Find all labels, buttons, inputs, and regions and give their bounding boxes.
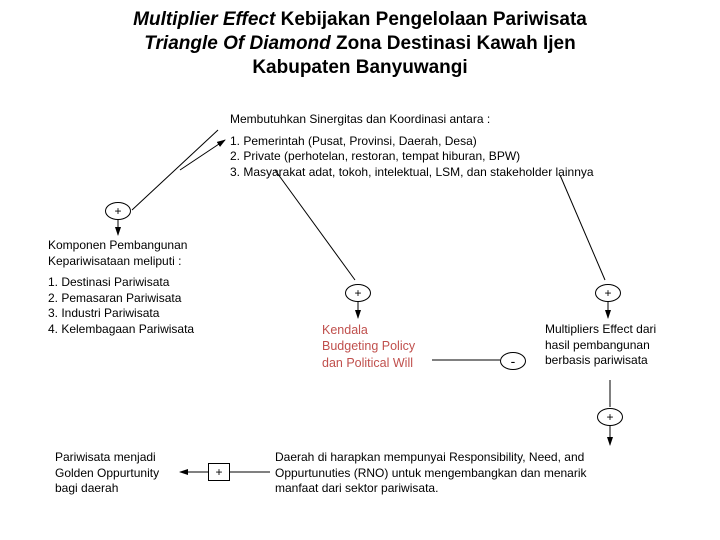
minus-symbol: - (511, 353, 516, 369)
title-em-1: Multiplier Effect (133, 9, 275, 30)
kendala-line-2: Budgeting Policy (322, 338, 472, 354)
diagram-title: Multiplier Effect Kebijakan Pengelolaan … (0, 0, 720, 79)
komponen-item-1: 1. Destinasi Pariwisata (48, 275, 218, 291)
node-plus-right: + (595, 284, 621, 302)
node-plus-bottom-right: + (597, 408, 623, 426)
sinergitas-item-2: 2. Private (perhotelan, restoran, tempat… (230, 149, 690, 165)
kendala-line-3: dan Political Will (322, 355, 472, 371)
daerah-block: Daerah di harapkan mempunyai Responsibil… (275, 450, 675, 497)
kendala-block: Kendala Budgeting Policy dan Political W… (322, 322, 472, 371)
komponen-item-4: 4. Kelembagaan Pariwisata (48, 322, 218, 338)
komponen-header: Komponen Pembangunan Kepariwisataan meli… (48, 238, 218, 269)
golden-line-1: Pariwisata menjadi (55, 450, 205, 466)
golden-line-3: bagi daerah (55, 481, 205, 497)
daerah-line-2: Oppurtunuties (RNO) untuk mengembangkan … (275, 466, 675, 482)
plus-symbol: + (606, 410, 613, 424)
node-plus-komponen: + (105, 202, 131, 220)
node-minus: - (500, 352, 526, 370)
multipliers-line-2: hasil pembangunan (545, 338, 705, 354)
title-rest-2: Zona Destinasi Kawah Ijen (331, 33, 576, 54)
sinergitas-item-1: 1. Pemerintah (Pusat, Provinsi, Daerah, … (230, 134, 690, 150)
node-plus-center: + (345, 284, 371, 302)
komponen-item-2: 2. Pemasaran Pariwisata (48, 291, 218, 307)
daerah-line-3: manfaat dari sektor pariwisata. (275, 481, 675, 497)
plus-symbol: + (114, 204, 121, 218)
sinergitas-header: Membutuhkan Sinergitas dan Koordinasi an… (230, 112, 690, 128)
multipliers-block: Multipliers Effect dari hasil pembanguna… (545, 322, 705, 369)
golden-block: Pariwisata menjadi Golden Oppurtunity ba… (55, 450, 205, 497)
plus-symbol: + (215, 465, 222, 479)
sinergitas-block: Membutuhkan Sinergitas dan Koordinasi an… (230, 112, 690, 180)
plus-symbol: + (354, 286, 361, 300)
komponen-block: Komponen Pembangunan Kepariwisataan meli… (48, 238, 218, 338)
node-plus-rect: + (208, 463, 230, 481)
title-line-3: Kabupaten Banyuwangi (252, 57, 467, 78)
daerah-line-1: Daerah di harapkan mempunyai Responsibil… (275, 450, 675, 466)
multipliers-line-1: Multipliers Effect dari (545, 322, 705, 338)
sinergitas-item-3: 3. Masyarakat adat, tokoh, intelektual, … (230, 165, 690, 181)
komponen-item-3: 3. Industri Pariwisata (48, 306, 218, 322)
golden-line-2: Golden Oppurtunity (55, 466, 205, 482)
title-rest-1: Kebijakan Pengelolaan Pariwisata (275, 9, 587, 30)
multipliers-line-3: berbasis pariwisata (545, 353, 705, 369)
plus-symbol: + (604, 286, 611, 300)
kendala-line-1: Kendala (322, 322, 472, 338)
title-em-2: Triangle Of Diamond (144, 33, 331, 54)
